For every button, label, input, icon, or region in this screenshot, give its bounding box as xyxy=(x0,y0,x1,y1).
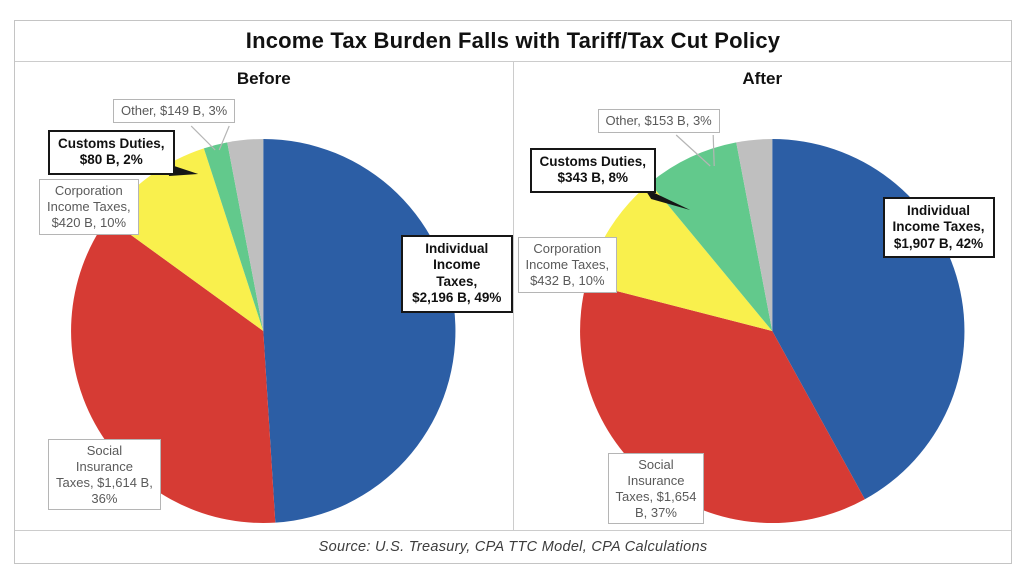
panel-after: After Other, $153 B, 3% Customs Duties, … xyxy=(514,62,1012,530)
label-individual-after: Individual Income Taxes, $1,907 B, 42% xyxy=(882,197,995,259)
label-social-before: Social Insurance Taxes, $1,614 B, 36% xyxy=(48,439,161,511)
label-corporation-after: Corporation Income Taxes, $432 B, 10% xyxy=(517,237,618,293)
label-customs-before: Customs Duties, $80 B, 2% xyxy=(48,130,175,175)
label-individual-before: Individual Income Taxes, $2,196 B, 49% xyxy=(401,235,513,313)
chart-panels: Before Other, $149 B, 3% Customs Duties,… xyxy=(15,62,1011,530)
pie-slice-other xyxy=(227,139,264,331)
pie-slice-corporation-income-taxes xyxy=(107,148,264,331)
chart-frame: Income Tax Burden Falls with Tariff/Tax … xyxy=(14,20,1012,564)
label-customs-after: Customs Duties, $343 B, 8% xyxy=(529,148,657,193)
source-text: Source: U.S. Treasury, CPA TTC Model, CP… xyxy=(318,539,708,555)
pie-slice-individual-income-taxes xyxy=(263,139,456,523)
pie-slice-customs-duties xyxy=(203,142,264,331)
panel-after-title: After xyxy=(742,69,783,88)
source-row: Source: U.S. Treasury, CPA TTC Model, CP… xyxy=(15,530,1011,563)
chart-title: Income Tax Burden Falls with Tariff/Tax … xyxy=(245,28,781,53)
pie-slice-corporation-income-taxes xyxy=(585,183,772,331)
title-row: Income Tax Burden Falls with Tariff/Tax … xyxy=(15,21,1011,62)
pie-slice-other xyxy=(735,139,772,331)
label-corporation-before: Corporation Income Taxes, $420 B, 10% xyxy=(39,179,139,235)
label-other-after: Other, $153 B, 3% xyxy=(597,109,720,133)
label-social-after: Social Insurance Taxes, $1,654 B, 37% xyxy=(607,453,705,525)
panel-before-title: Before xyxy=(236,69,291,88)
label-other-before: Other, $149 B, 3% xyxy=(113,99,236,123)
panel-before: Before Other, $149 B, 3% Customs Duties,… xyxy=(15,62,514,530)
pie-after xyxy=(579,139,964,523)
